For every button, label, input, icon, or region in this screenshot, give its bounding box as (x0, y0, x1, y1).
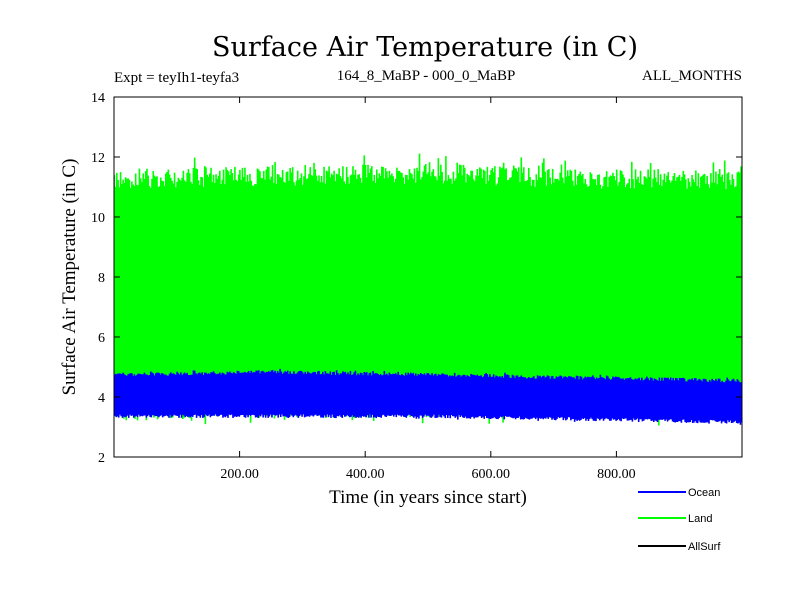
period-label: 164_8_MaBP - 000_0_MaBP (337, 68, 516, 84)
x-axis-label: Time (in years since start) (329, 487, 527, 508)
x-tick-label: 600.00 (472, 467, 511, 482)
experiment-label: Expt = teyIh1-teyfa3 (114, 70, 239, 86)
months-label: ALL_MONTHS (642, 68, 742, 84)
series-ocean (113, 368, 743, 425)
y-tick-label: 14 (91, 91, 105, 106)
y-tick-label: 8 (98, 271, 105, 286)
y-tick-label: 12 (91, 151, 105, 166)
y-tick-label: 4 (98, 391, 105, 406)
legend-label-allsurf: AllSurf (688, 541, 721, 553)
legend-label-ocean: Ocean (688, 487, 720, 499)
plot-data (113, 153, 743, 426)
x-tick-label: 800.00 (597, 467, 636, 482)
x-tick-label: 200.00 (220, 467, 259, 482)
x-axis: 200.00 400.00 600.00 800.00 (220, 97, 636, 482)
chart-title: Surface Air Temperature (in C) (212, 32, 638, 63)
legend-label-land: Land (688, 513, 712, 525)
y-tick-label: 2 (98, 451, 105, 466)
y-axis-label: Surface Air Temperature (in C) (59, 159, 80, 396)
y-tick-label: 10 (91, 211, 105, 226)
series-land (113, 153, 743, 426)
y-tick-label: 6 (98, 331, 105, 346)
x-tick-label: 400.00 (346, 467, 385, 482)
y-axis: 2 4 6 8 10 12 14 (91, 91, 742, 466)
legend: Ocean Land AllSurf (638, 487, 721, 553)
